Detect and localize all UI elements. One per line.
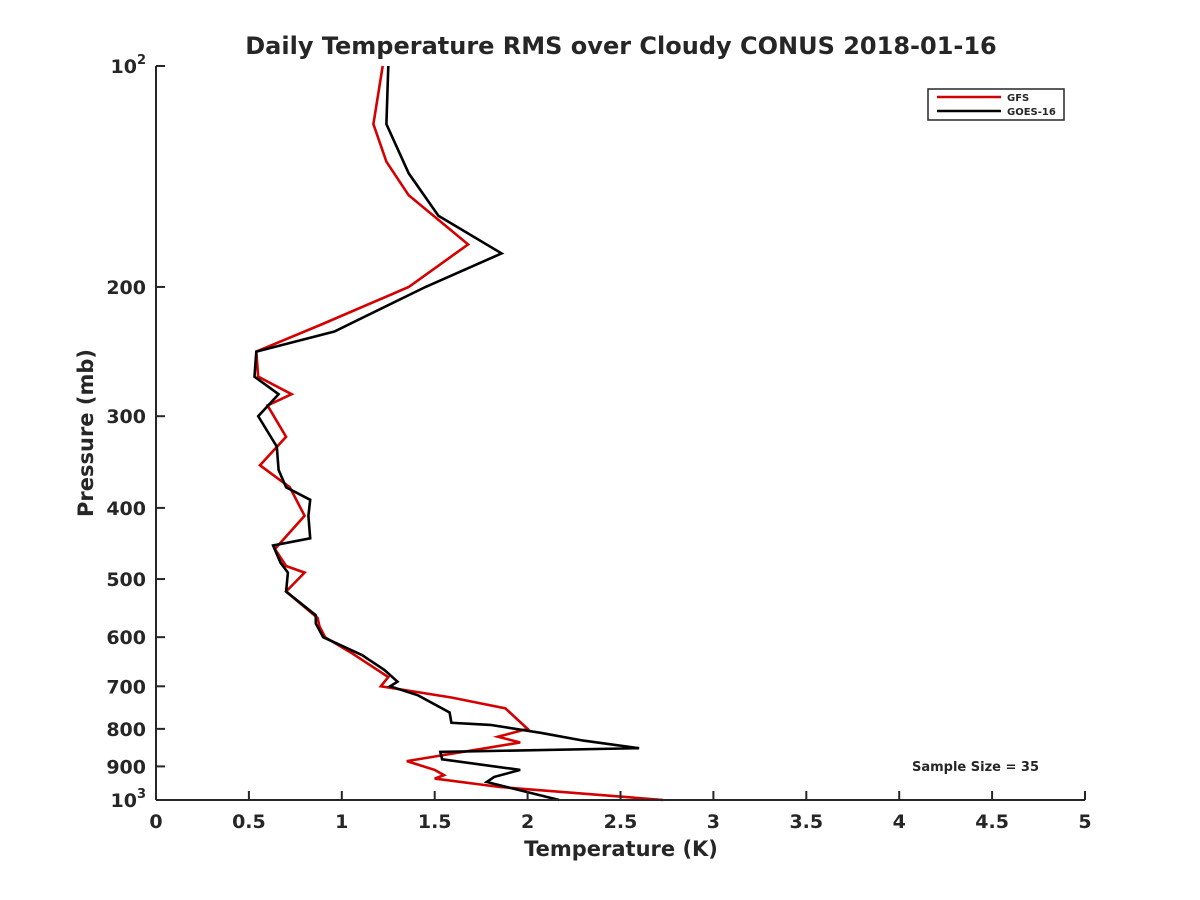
plot-area: 0 0.5 1 1.5 2 2.5 3 3.5 4 4.5 5 102200300400500600… bbox=[106, 53, 1091, 833]
y-tick-label: 102 bbox=[111, 53, 147, 78]
legend: GFS GOES-16 bbox=[927, 88, 1065, 121]
x-tick-label: 3 bbox=[707, 811, 720, 833]
y-tick-label: 600 bbox=[106, 627, 146, 649]
y-tick-label: 300 bbox=[106, 406, 146, 428]
legend-label: GFS bbox=[1007, 93, 1029, 104]
x-tick-label: 4.5 bbox=[975, 811, 1009, 833]
y-tick-label: 800 bbox=[106, 719, 146, 741]
y-tick-label: 700 bbox=[106, 676, 146, 698]
x-tick-label: 4 bbox=[893, 811, 906, 833]
y-axis-label: Pressure (mb) bbox=[74, 349, 98, 517]
y-tick-label: 400 bbox=[106, 498, 146, 520]
y-tick-label: 900 bbox=[106, 756, 146, 778]
sample-size-annotation: Sample Size = 35 bbox=[912, 760, 1039, 775]
y-tick-label: 103 bbox=[111, 787, 147, 812]
y-tick-label-base: 10 bbox=[111, 790, 137, 812]
legend-box bbox=[927, 88, 1065, 121]
series-line-goes-16 bbox=[253, 65, 640, 802]
legend-label: GOES-16 bbox=[1007, 107, 1056, 118]
x-tick-label: 5 bbox=[1078, 811, 1091, 833]
y-tick-label-exponent: 2 bbox=[137, 53, 146, 68]
series-line-gfs bbox=[254, 65, 664, 802]
x-axis-ticks: 0 0.5 1 1.5 2 2.5 3 3.5 4 4.5 5 bbox=[149, 791, 1092, 833]
x-tick-label: 1.5 bbox=[418, 811, 452, 833]
y-tick-label-exponent: 3 bbox=[137, 787, 146, 802]
y-tick-label: 500 bbox=[106, 569, 146, 591]
x-tick-label: 3.5 bbox=[789, 811, 823, 833]
x-axis-label: Temperature (K) bbox=[524, 837, 718, 861]
y-tick-label: 200 bbox=[106, 277, 146, 299]
x-tick-label: 2.5 bbox=[604, 811, 638, 833]
x-tick-label: 2 bbox=[521, 811, 534, 833]
chart-title: Daily Temperature RMS over Cloudy CONUS … bbox=[245, 32, 997, 60]
x-tick-label: 0 bbox=[149, 811, 162, 833]
x-tick-label: 0.5 bbox=[232, 811, 266, 833]
series-layer bbox=[253, 65, 664, 802]
x-tick-label: 1 bbox=[335, 811, 348, 833]
y-tick-label-base: 10 bbox=[111, 56, 137, 78]
